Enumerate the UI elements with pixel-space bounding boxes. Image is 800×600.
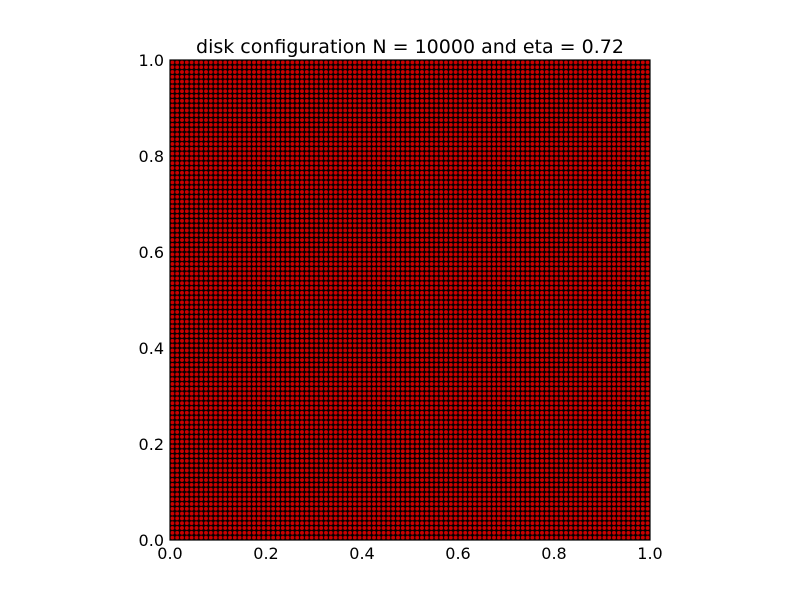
y-tick-label: 0.2 bbox=[139, 435, 164, 454]
y-tick-label: 0.4 bbox=[139, 339, 164, 358]
y-tick-label: 0.8 bbox=[139, 147, 164, 166]
x-tick-label: 1.0 bbox=[637, 544, 662, 563]
y-tick-label: 0.0 bbox=[139, 531, 164, 550]
axes-frame bbox=[169, 59, 651, 541]
x-tick-label: 0.4 bbox=[349, 544, 374, 563]
x-tick-label: 0.6 bbox=[445, 544, 470, 563]
x-tick-label: 0.8 bbox=[541, 544, 566, 563]
x-tick-label: 0.2 bbox=[253, 544, 278, 563]
y-tick-label: 0.6 bbox=[139, 243, 164, 262]
y-axis-ticks: 0.0 0.2 0.4 0.6 0.8 1.0 bbox=[139, 51, 650, 550]
chart-title: disk configuration N = 10000 and eta = 0… bbox=[196, 36, 624, 58]
x-axis-ticks: 0.0 0.2 0.4 0.6 0.8 1.0 bbox=[157, 60, 663, 563]
plot-area bbox=[169, 59, 651, 541]
y-tick-label: 1.0 bbox=[139, 51, 164, 70]
x-tick-label: 0.0 bbox=[157, 544, 182, 563]
disk-configuration-scatter bbox=[170, 60, 650, 540]
